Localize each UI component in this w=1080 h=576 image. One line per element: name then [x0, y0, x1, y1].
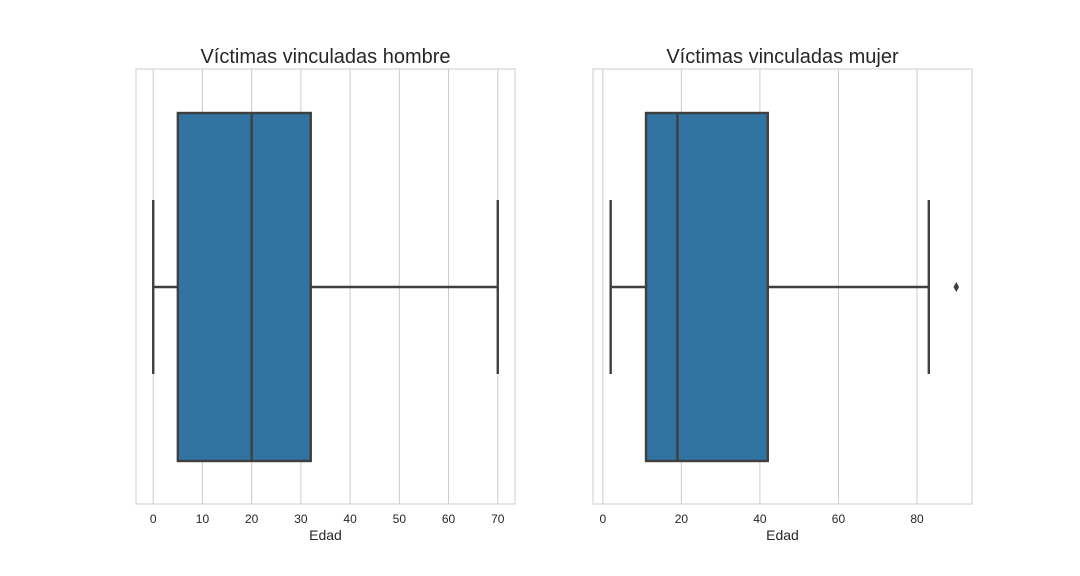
- x-tick-label: 40: [753, 512, 767, 526]
- x-tick-label: 0: [599, 512, 606, 526]
- x-tick-label: 0: [150, 512, 157, 526]
- x-tick-label: 60: [442, 512, 456, 526]
- chart-title: Víctimas vinculadas hombre: [200, 46, 450, 68]
- boxplot: [609, 111, 960, 463]
- x-axis-label: Edad: [766, 527, 799, 543]
- x-ticks: 0 20 40 60 80: [599, 512, 924, 526]
- x-tick-label: 30: [294, 512, 308, 526]
- x-tick-label: 50: [393, 512, 407, 526]
- x-axis-label: Edad: [309, 527, 342, 543]
- x-tick-label: 10: [196, 512, 210, 526]
- chart-panel-hombre: 0 10 20 30 40 50 60 70 Víctimas vinculadas homb…: [135, 46, 516, 543]
- x-tick-label: 70: [491, 512, 505, 526]
- x-tick-label: 60: [832, 512, 846, 526]
- x-tick-label: 20: [675, 512, 689, 526]
- x-tick-label: 80: [910, 512, 924, 526]
- x-ticks: 0 10 20 30 40 50 60 70: [150, 512, 505, 526]
- iqr-box: [176, 111, 312, 463]
- x-tick-label: 40: [343, 512, 357, 526]
- iqr-box: [644, 111, 769, 463]
- x-tick-label: 20: [245, 512, 259, 526]
- plot-frame: [592, 68, 973, 505]
- outlier-point: [953, 281, 960, 293]
- boxplot: [152, 111, 499, 463]
- plot-frame: [135, 68, 516, 505]
- chart-panel-mujer: 0 20 40 60 80 Víctimas vinculadas mujer Edad: [592, 46, 973, 543]
- chart-title: Víctimas vinculadas mujer: [666, 46, 899, 68]
